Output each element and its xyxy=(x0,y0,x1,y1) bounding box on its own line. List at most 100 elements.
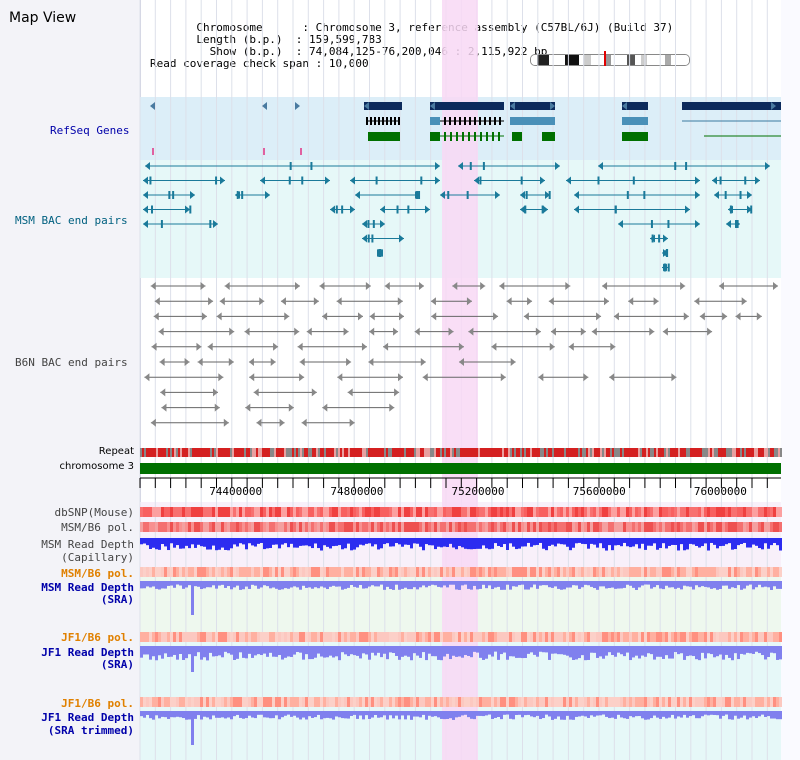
polymorphism-cell xyxy=(353,632,356,642)
repeat-segment xyxy=(330,448,332,457)
label-b6n-bac[interactable]: B6N BAC end pairs xyxy=(15,356,128,369)
polymorphism-cell xyxy=(353,522,356,532)
polymorphism-cell xyxy=(434,567,437,577)
read-depth-bar xyxy=(413,581,416,588)
b6n-bac-end xyxy=(294,327,300,336)
polymorphism-cell xyxy=(200,567,203,577)
polymorphism-cell xyxy=(359,697,362,707)
read-depth-bar xyxy=(551,711,554,720)
polymorphism-cell xyxy=(617,522,620,532)
polymorphism-cell xyxy=(581,632,584,642)
b6n-bac-end xyxy=(565,282,571,290)
polymorphism-cell xyxy=(263,507,266,517)
read-depth-bar xyxy=(272,646,275,657)
read-depth-bar xyxy=(263,646,266,654)
label-msm-b6-pol-sra[interactable]: MSM/B6 pol. xyxy=(61,567,134,580)
polymorphism-cell xyxy=(239,507,242,517)
polymorphism-cell xyxy=(416,567,419,577)
polymorphism-cell xyxy=(548,632,551,642)
read-depth-bar xyxy=(404,646,407,656)
repeat-segment xyxy=(676,448,678,457)
polymorphism-cell xyxy=(593,522,596,532)
label-dbsnp[interactable]: dbSNP(Mouse) xyxy=(54,506,134,519)
read-depth-bar xyxy=(278,538,281,549)
repeat-segment xyxy=(434,448,436,457)
read-depth-bar xyxy=(626,538,629,547)
repeat-segment xyxy=(238,448,240,457)
polymorphism-cell xyxy=(707,507,710,517)
read-depth-bar xyxy=(194,581,197,587)
read-depth-bar xyxy=(749,711,752,718)
polymorphism-cell xyxy=(647,522,650,532)
label-jf1-b6-pol[interactable]: JF1/B6 pol. xyxy=(61,631,134,644)
msm-bac-end xyxy=(440,191,445,199)
read-depth-bar xyxy=(182,646,185,660)
polymorphism-cell xyxy=(398,697,401,707)
polymorphism-cell xyxy=(416,697,419,707)
polymorphism-cell xyxy=(536,697,539,707)
read-depth-bar xyxy=(383,581,386,590)
msm-bac-tick xyxy=(172,191,175,199)
polymorphism-cell xyxy=(221,507,224,517)
polymorphism-cell xyxy=(425,522,428,532)
repeat-segment xyxy=(580,448,582,457)
read-depth-bar xyxy=(353,581,356,587)
read-depth-bar xyxy=(305,711,308,720)
chromosome-key: Chromosome xyxy=(196,21,263,34)
gene-exon xyxy=(622,117,648,125)
repeat-segment xyxy=(512,448,514,457)
polymorphism-cell xyxy=(299,632,302,642)
repeat-segment xyxy=(522,448,524,457)
repeat-segment xyxy=(430,448,432,457)
polymorphism-cell xyxy=(455,522,458,532)
read-depth-bar xyxy=(248,711,251,716)
read-depth-bar xyxy=(680,581,683,590)
b6n-bac-end xyxy=(361,342,367,351)
polymorphism-cell xyxy=(602,567,605,577)
polymorphism-cell xyxy=(323,697,326,707)
repeat-segment xyxy=(712,448,714,457)
b6n-bac-end xyxy=(550,327,556,336)
read-depth-bar xyxy=(743,538,746,543)
read-depth-bar xyxy=(581,646,584,656)
label-msm-depth-sra-1[interactable]: MSM Read Depth xyxy=(41,581,134,594)
read-depth-bar xyxy=(488,581,491,586)
polymorphism-cell xyxy=(149,697,152,707)
read-depth-bar xyxy=(161,646,164,659)
polymorphism-cell xyxy=(239,697,242,707)
polymorphism-cell xyxy=(521,632,524,642)
repeat-segment xyxy=(694,448,696,457)
read-depth-bar xyxy=(773,646,776,654)
label-jf1-depth-sra-1[interactable]: JF1 Read Depth xyxy=(41,646,134,659)
chromosome-ideogram[interactable] xyxy=(530,54,690,66)
polymorphism-cell xyxy=(518,697,521,707)
read-depth-bar xyxy=(758,646,761,654)
read-depth-bar xyxy=(299,711,302,720)
polymorphism-cell xyxy=(200,507,203,517)
label-jf1-depth-trim-1[interactable]: JF1 Read Depth xyxy=(41,711,134,724)
read-depth-bar xyxy=(599,646,602,657)
label-jf1-b6-pol-trim[interactable]: JF1/B6 pol. xyxy=(61,697,134,710)
label-msm-depth-capillary-1[interactable]: MSM Read Depth xyxy=(41,538,134,551)
polymorphism-cell xyxy=(557,697,560,707)
polymorphism-cell xyxy=(614,522,617,532)
repeat-segment xyxy=(650,448,652,457)
read-depth-bar xyxy=(674,711,677,719)
msm-bac-end xyxy=(555,162,560,170)
repeat-segment xyxy=(162,448,164,457)
polymorphism-cell xyxy=(611,632,614,642)
polymorphism-cell xyxy=(230,697,233,707)
read-depth-bar xyxy=(392,538,395,547)
polymorphism-cell xyxy=(611,697,614,707)
label-msm-bac[interactable]: MSM BAC end pairs xyxy=(15,214,128,227)
repeat-segment xyxy=(734,448,736,457)
label-msm-b6-pol[interactable]: MSM/B6 pol. xyxy=(61,521,134,534)
polymorphism-cell xyxy=(281,632,284,642)
polymorphism-cell xyxy=(695,507,698,517)
polymorphism-cell xyxy=(152,697,155,707)
b6n-bac-end xyxy=(596,312,602,321)
label-refseq-genes[interactable]: RefSeq Genes xyxy=(50,124,130,137)
msm-bac-end xyxy=(435,162,440,170)
polymorphism-cell xyxy=(146,697,149,707)
polymorphism-cell xyxy=(758,697,761,707)
